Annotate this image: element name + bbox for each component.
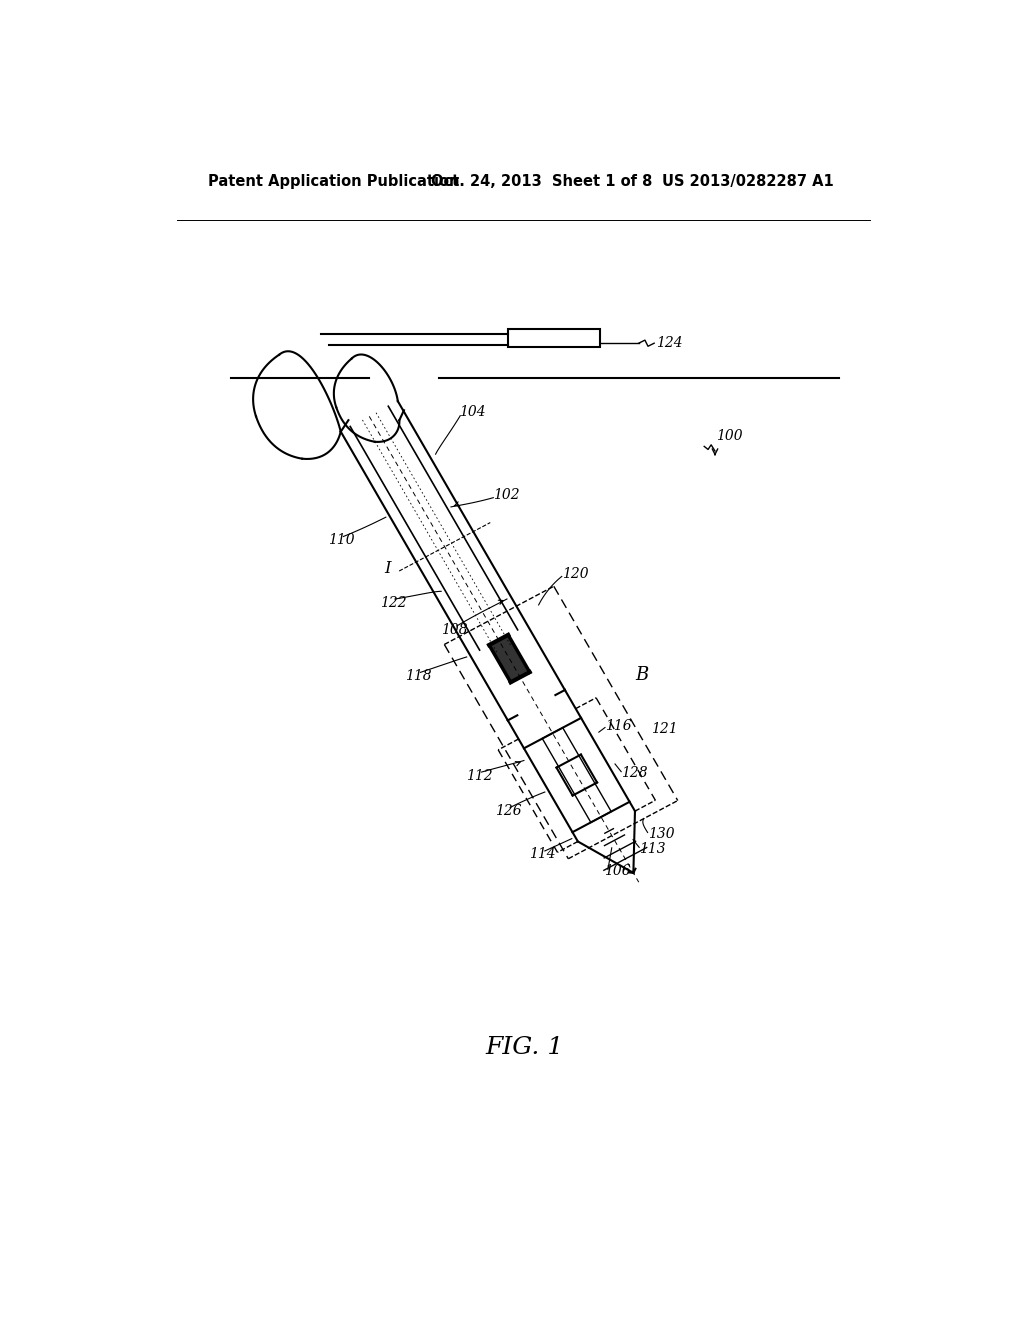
Text: 120: 120 [562, 568, 589, 581]
Text: 108: 108 [441, 623, 468, 636]
Text: B: B [635, 667, 648, 684]
Text: I: I [384, 561, 391, 577]
Text: Oct. 24, 2013  Sheet 1 of 8: Oct. 24, 2013 Sheet 1 of 8 [431, 174, 652, 189]
Text: 104: 104 [459, 405, 485, 418]
Bar [508, 329, 600, 347]
Text: 121: 121 [651, 722, 678, 737]
Text: 114: 114 [529, 847, 556, 861]
Text: 110: 110 [328, 533, 354, 548]
Text: 126: 126 [495, 804, 521, 818]
Text: 113: 113 [639, 842, 666, 855]
Text: 130: 130 [647, 828, 674, 841]
Text: Patent Application Publication: Patent Application Publication [208, 174, 459, 189]
Text: 122: 122 [380, 595, 407, 610]
Text: 102: 102 [494, 488, 520, 503]
Text: 106: 106 [604, 863, 631, 878]
Text: US 2013/0282287 A1: US 2013/0282287 A1 [662, 174, 834, 189]
Text: 118: 118 [406, 669, 432, 684]
Text: 100: 100 [716, 429, 742, 442]
Text: FIG. 1: FIG. 1 [485, 1036, 564, 1059]
Text: 124: 124 [655, 337, 682, 350]
Text: 112: 112 [466, 770, 493, 783]
Polygon shape [489, 635, 529, 682]
Text: 128: 128 [622, 766, 648, 780]
Text: 116: 116 [605, 719, 632, 733]
